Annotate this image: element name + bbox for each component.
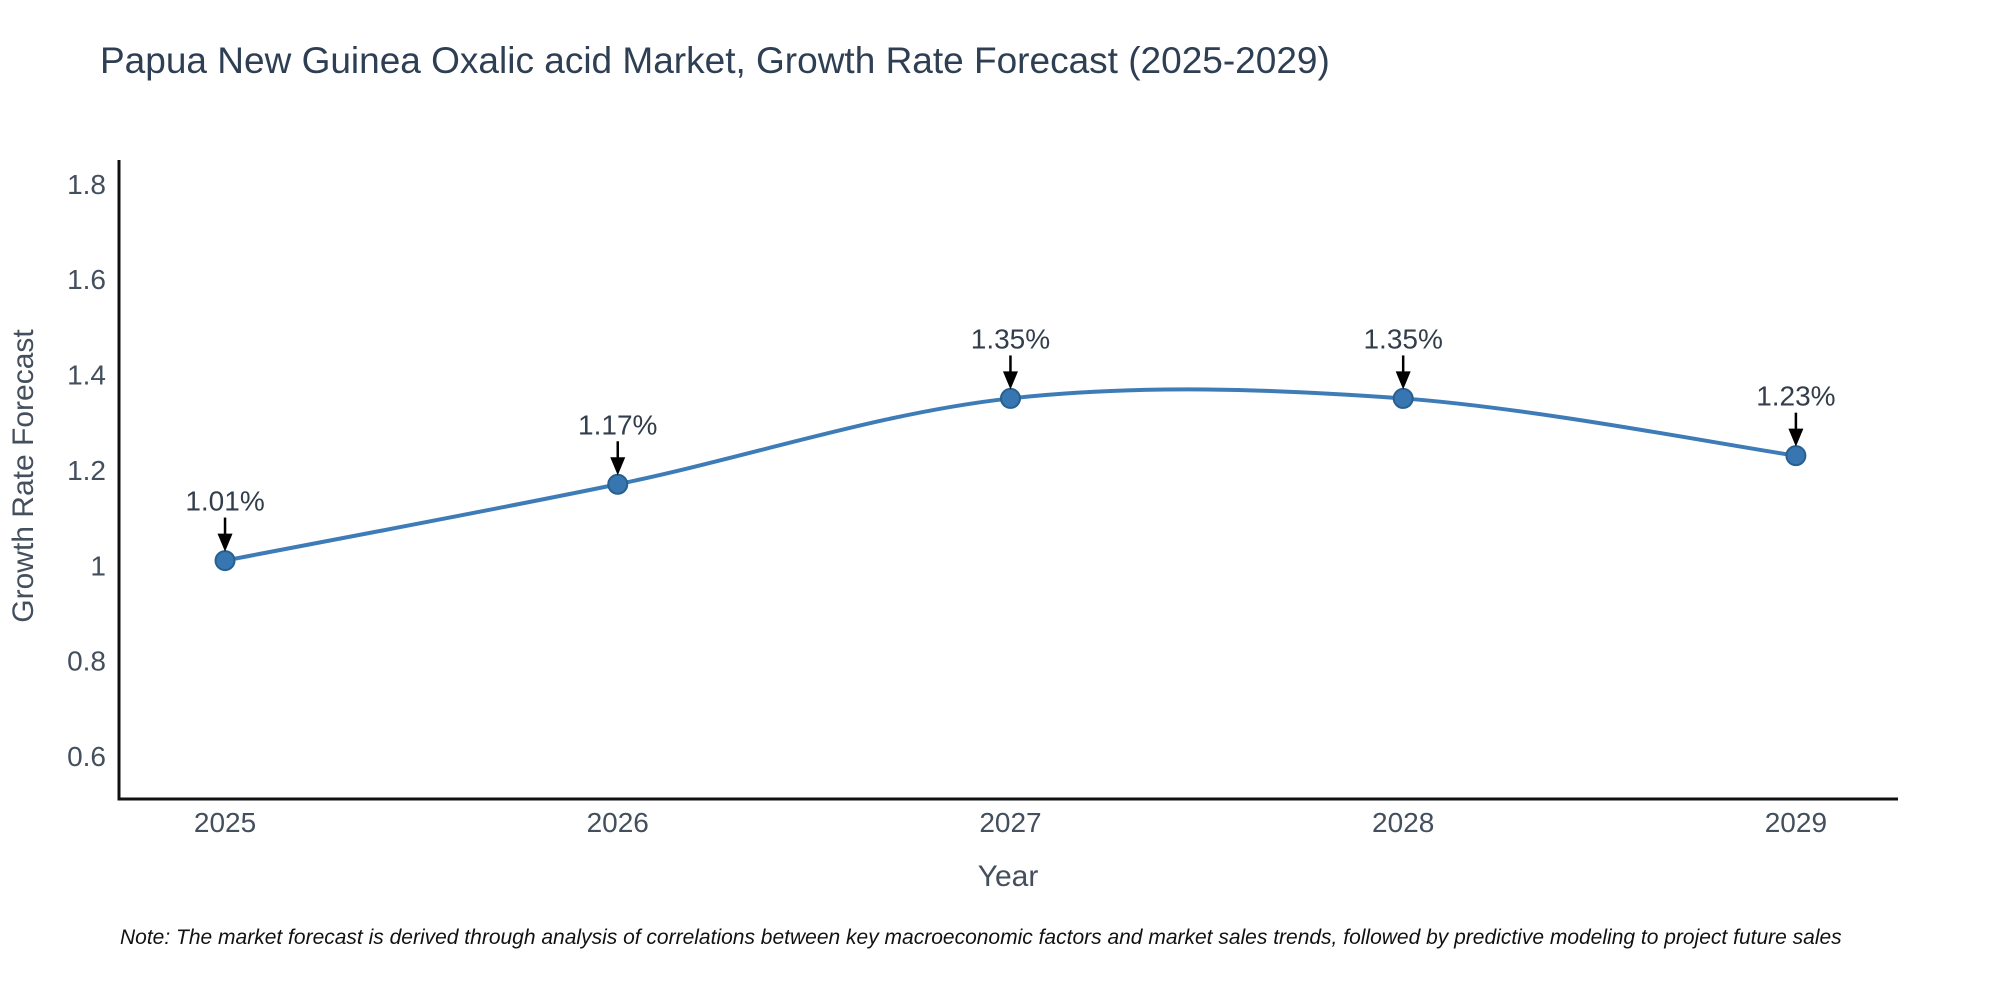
- y-tick-label: 0.8: [67, 646, 106, 677]
- x-tick-label: 2029: [1765, 807, 1827, 838]
- y-tick-label: 1.8: [67, 169, 106, 200]
- data-point-marker: [999, 387, 1021, 409]
- data-point-marker: [1785, 445, 1807, 467]
- data-point-arrowhead: [217, 533, 233, 552]
- data-point-arrowhead: [610, 457, 626, 476]
- y-tick-label: 0.6: [67, 741, 106, 772]
- x-tick-label: 2026: [587, 807, 649, 838]
- x-tick-label: 2025: [194, 807, 256, 838]
- x-tick-label: 2028: [1372, 807, 1434, 838]
- data-point-label: 1.17%: [578, 409, 657, 440]
- y-tick-label: 1.6: [67, 264, 106, 295]
- data-point-marker: [214, 550, 236, 572]
- series-line: [223, 387, 1798, 563]
- data-point-label: 1.35%: [1363, 323, 1442, 354]
- y-axis-title: Growth Rate Forecast: [7, 329, 40, 623]
- data-point-label: 1.01%: [185, 486, 264, 517]
- data-point-label: 1.23%: [1756, 381, 1835, 412]
- data-point-label: 1.35%: [971, 323, 1050, 354]
- data-point-arrowhead: [1002, 371, 1018, 390]
- chart-title: Papua New Guinea Oxalic acid Market, Gro…: [100, 40, 1330, 81]
- data-point-arrowhead: [1788, 428, 1804, 447]
- data-point-arrowhead: [1395, 371, 1411, 390]
- x-axis-title: Year: [977, 860, 1039, 893]
- y-tick-label: 1.2: [67, 455, 106, 486]
- data-point-marker: [607, 473, 629, 495]
- y-tick-label: 1.4: [67, 360, 106, 391]
- x-tick-label: 2027: [979, 807, 1041, 838]
- data-point-marker: [1392, 387, 1414, 409]
- y-tick-label: 1: [90, 550, 106, 581]
- footnote: Note: The market forecast is derived thr…: [120, 926, 1842, 949]
